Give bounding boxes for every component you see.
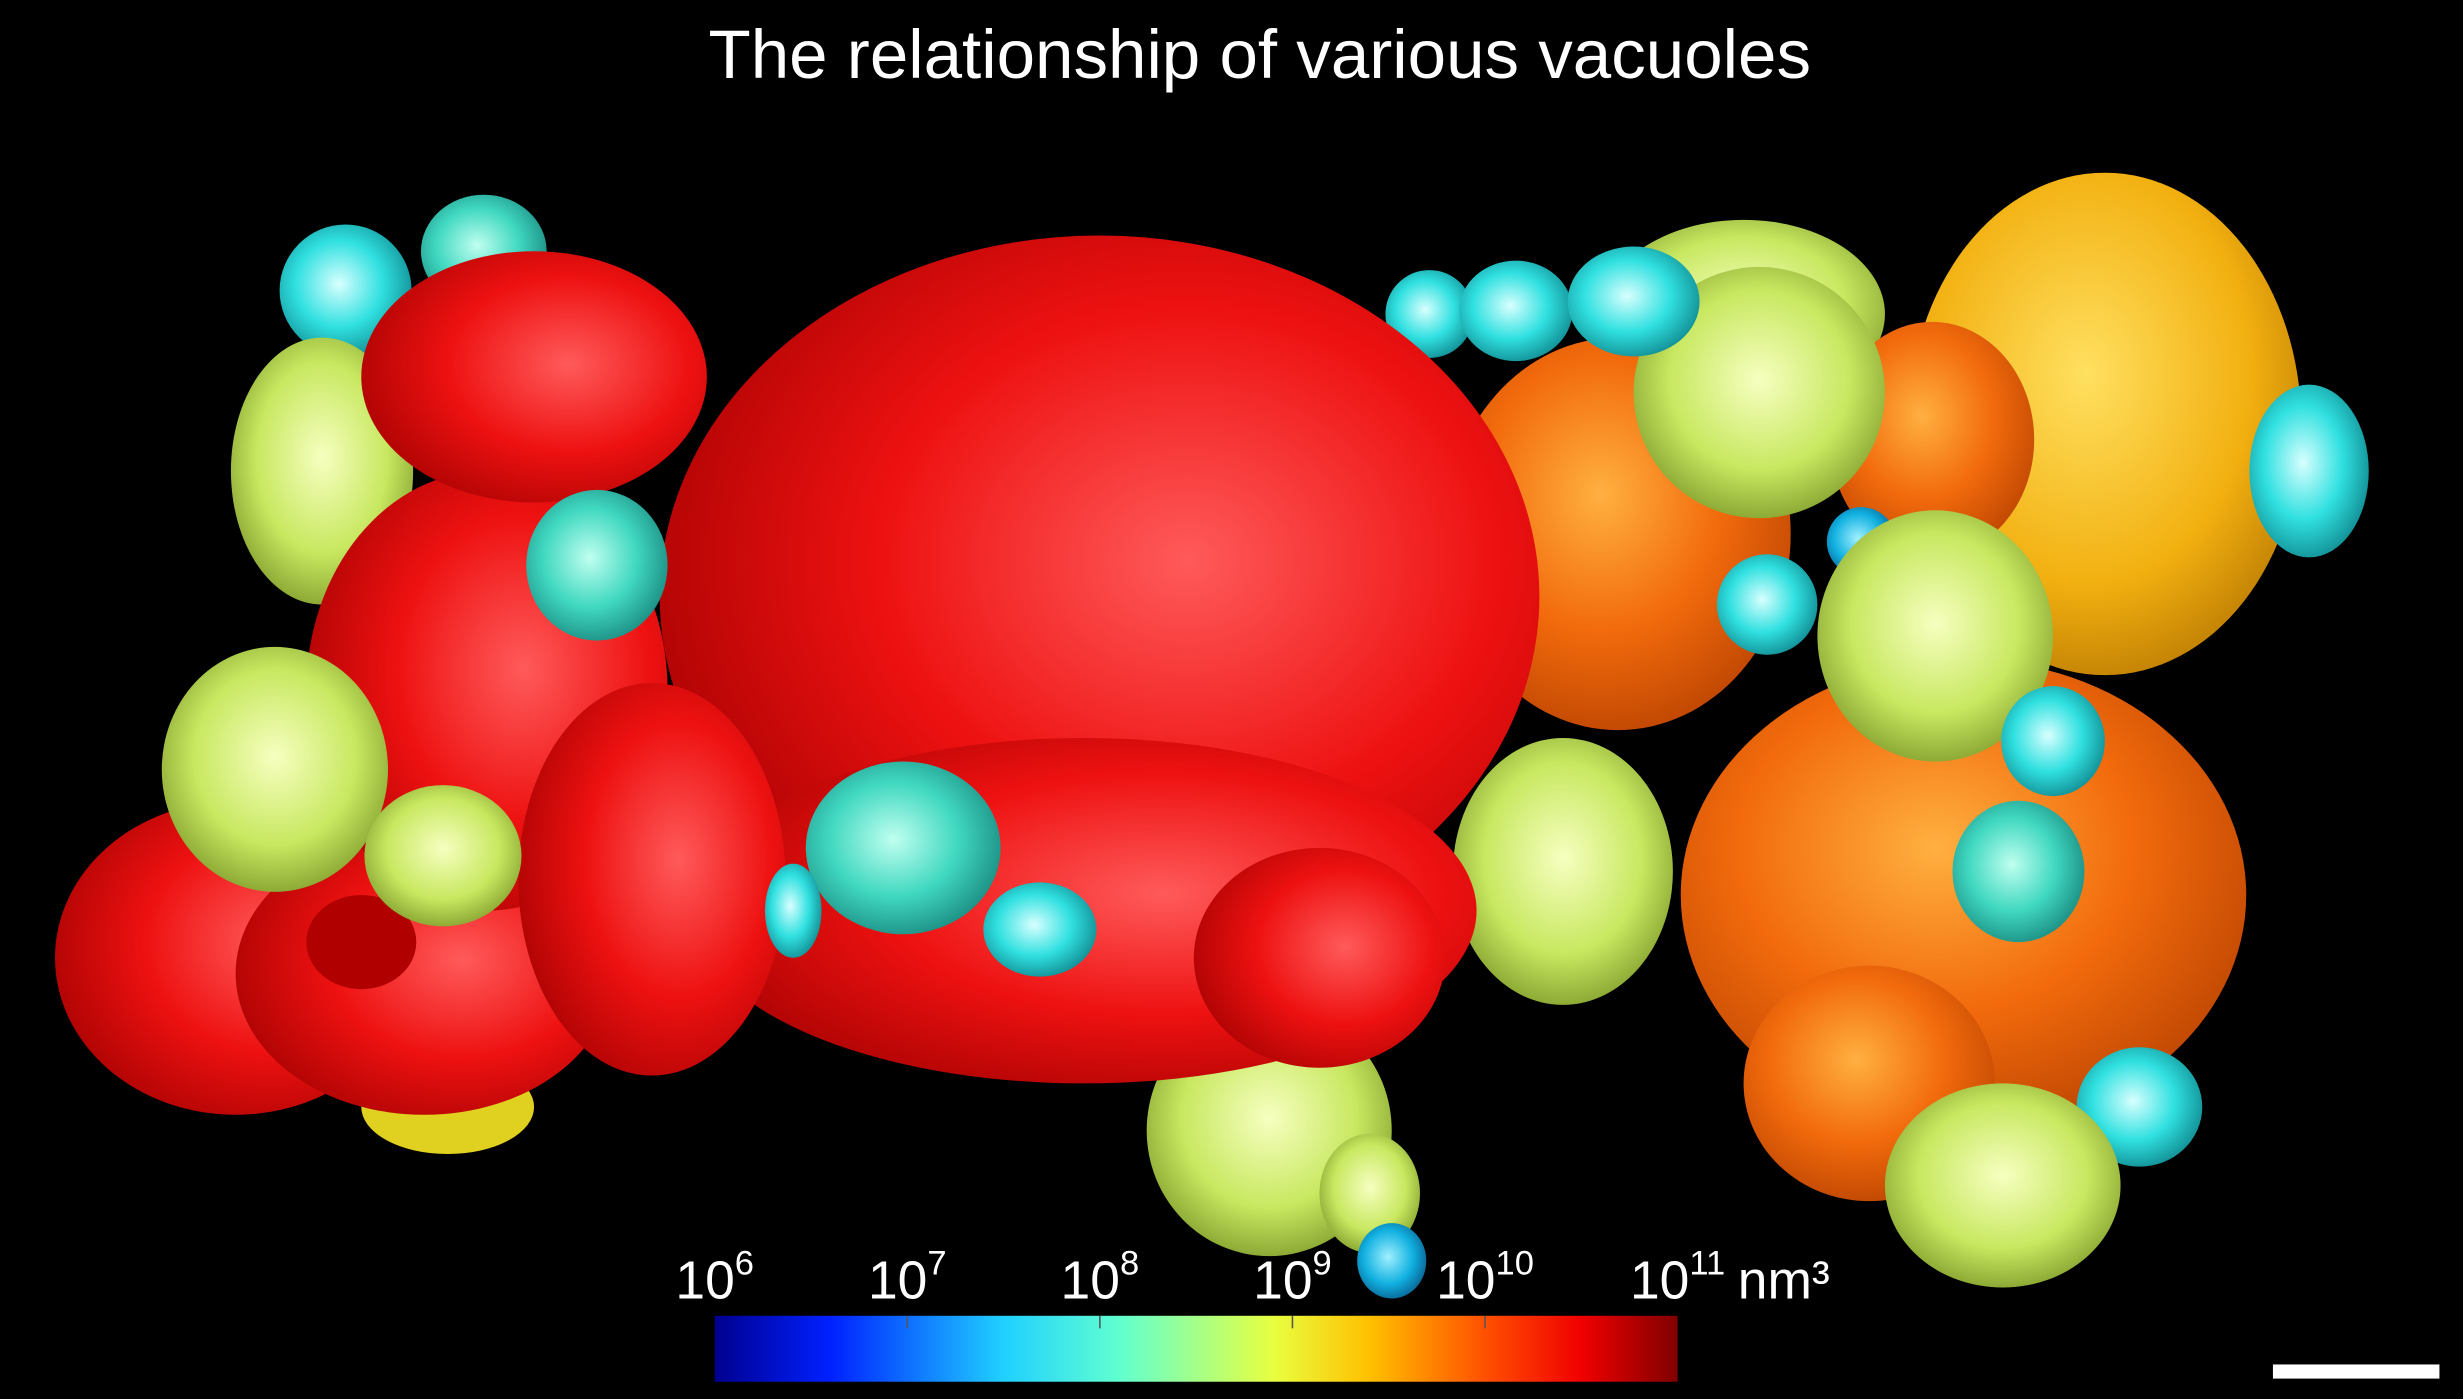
vacuole <box>1716 554 1818 655</box>
tick-exponent: 10 <box>1495 1245 1533 1283</box>
vacuole <box>2076 1047 2203 1167</box>
vacuole <box>764 863 822 958</box>
tick-base: 10 <box>868 1251 927 1310</box>
vacuole <box>526 489 668 641</box>
vacuole <box>161 646 388 892</box>
vacuole <box>1567 246 1700 357</box>
colorbar-tick-label: 1010 <box>1436 1245 1534 1311</box>
title: The relationship of various vacuoles <box>709 15 1811 93</box>
tick-base: 10 <box>1436 1251 1495 1310</box>
vacuole <box>1193 847 1446 1068</box>
vacuole <box>2001 686 2105 797</box>
vacuole <box>1459 260 1573 362</box>
vacuole <box>1633 266 1885 519</box>
tick-exponent: 6 <box>735 1245 754 1283</box>
tick-base: 10 <box>1253 1251 1312 1310</box>
tick-exponent: 9 <box>1313 1245 1332 1283</box>
colorbar-tick-label: 1011 <box>1630 1245 1725 1311</box>
vacuole-render <box>54 172 2369 1299</box>
vacuole <box>1817 510 2054 762</box>
vacuole <box>1884 1083 2121 1288</box>
vacuole <box>1357 1223 1427 1299</box>
vacuole <box>983 882 1097 977</box>
vacuole <box>1385 270 1474 358</box>
colorbar-tick-label: 106 <box>675 1245 754 1311</box>
colorbar <box>714 1315 1678 1382</box>
vacuole <box>361 251 707 503</box>
tick-base: 10 <box>675 1251 734 1310</box>
tick-base: 10 <box>1061 1251 1120 1310</box>
vacuole <box>518 683 786 1076</box>
vacuole <box>805 761 1001 935</box>
colorbar-tick-label: 108 <box>1061 1245 1140 1311</box>
tick-exponent: 8 <box>1120 1245 1139 1283</box>
tick-exponent: 11 <box>1689 1245 1725 1283</box>
tick-exponent: 7 <box>927 1245 946 1283</box>
vacuole <box>1952 800 2085 943</box>
tick-base: 10 <box>1630 1251 1689 1310</box>
vacuole <box>306 894 417 990</box>
colorbar-tick-label: 107 <box>868 1245 947 1311</box>
vacuole <box>364 785 522 927</box>
colorbar-ticks: 106 107 108 109 1010 1011 <box>675 1245 1725 1329</box>
vacuole <box>2249 384 2369 558</box>
vacuole <box>1452 737 1673 1005</box>
colorbar-unit: nm³ <box>1738 1251 1830 1310</box>
scale-bar <box>2272 1364 2440 1379</box>
vacuole <box>1319 1133 1420 1253</box>
colorbar-tick-label: 109 <box>1253 1245 1332 1311</box>
